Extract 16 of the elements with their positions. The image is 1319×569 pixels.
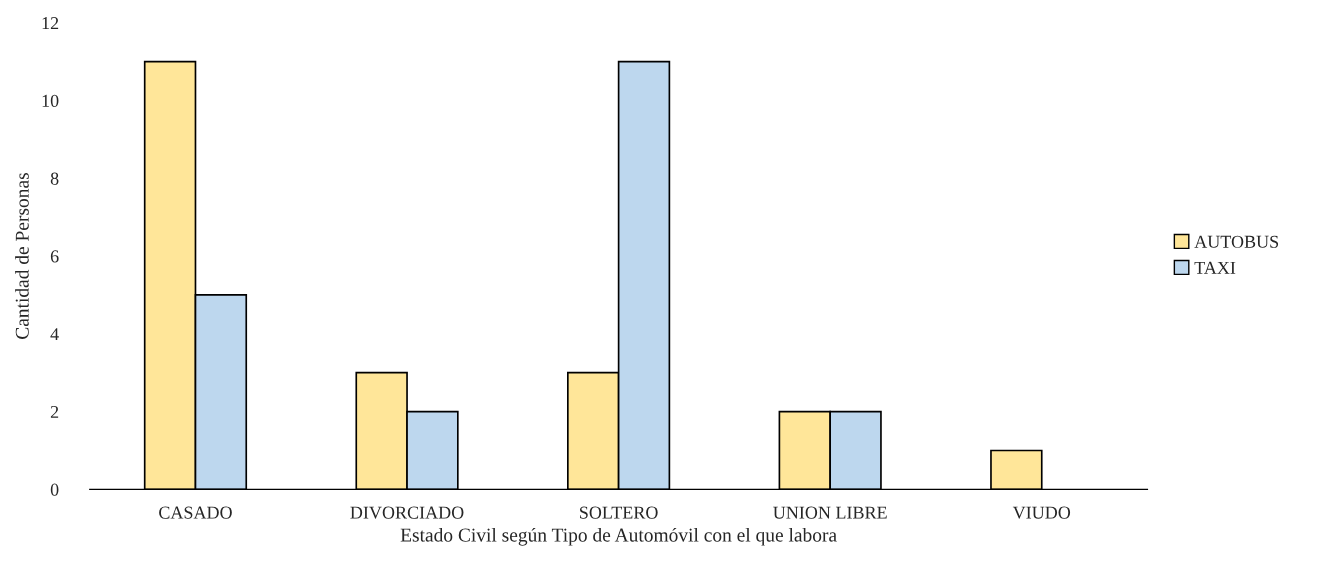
legend-label: AUTOBUS: [1194, 235, 1279, 248]
x-tick-label: UNION LIBRE: [773, 506, 887, 519]
y-tick-label: 8: [50, 172, 59, 185]
x-axis-title: Estado Civil según Tipo de Automóvil con el que labora: [400, 527, 837, 546]
y-tick-label: 0: [50, 483, 59, 496]
x-tick-label: VIUDO: [1012, 506, 1071, 519]
x-tick-label: DIVORCIADO: [350, 506, 464, 519]
y-tick-label: 4: [50, 328, 59, 341]
x-tick-label: SOLTERO: [580, 506, 658, 519]
y-tick-label: 10: [42, 94, 59, 107]
y-axis-title: Cantidad de Personas: [15, 173, 29, 339]
x-tick-label: CASADO: [159, 506, 232, 519]
y-tick-label: 2: [50, 405, 59, 418]
legend-label: TAXI: [1194, 261, 1236, 274]
y-tick-label: 6: [50, 250, 59, 263]
y-tick-label: 12: [42, 17, 59, 30]
